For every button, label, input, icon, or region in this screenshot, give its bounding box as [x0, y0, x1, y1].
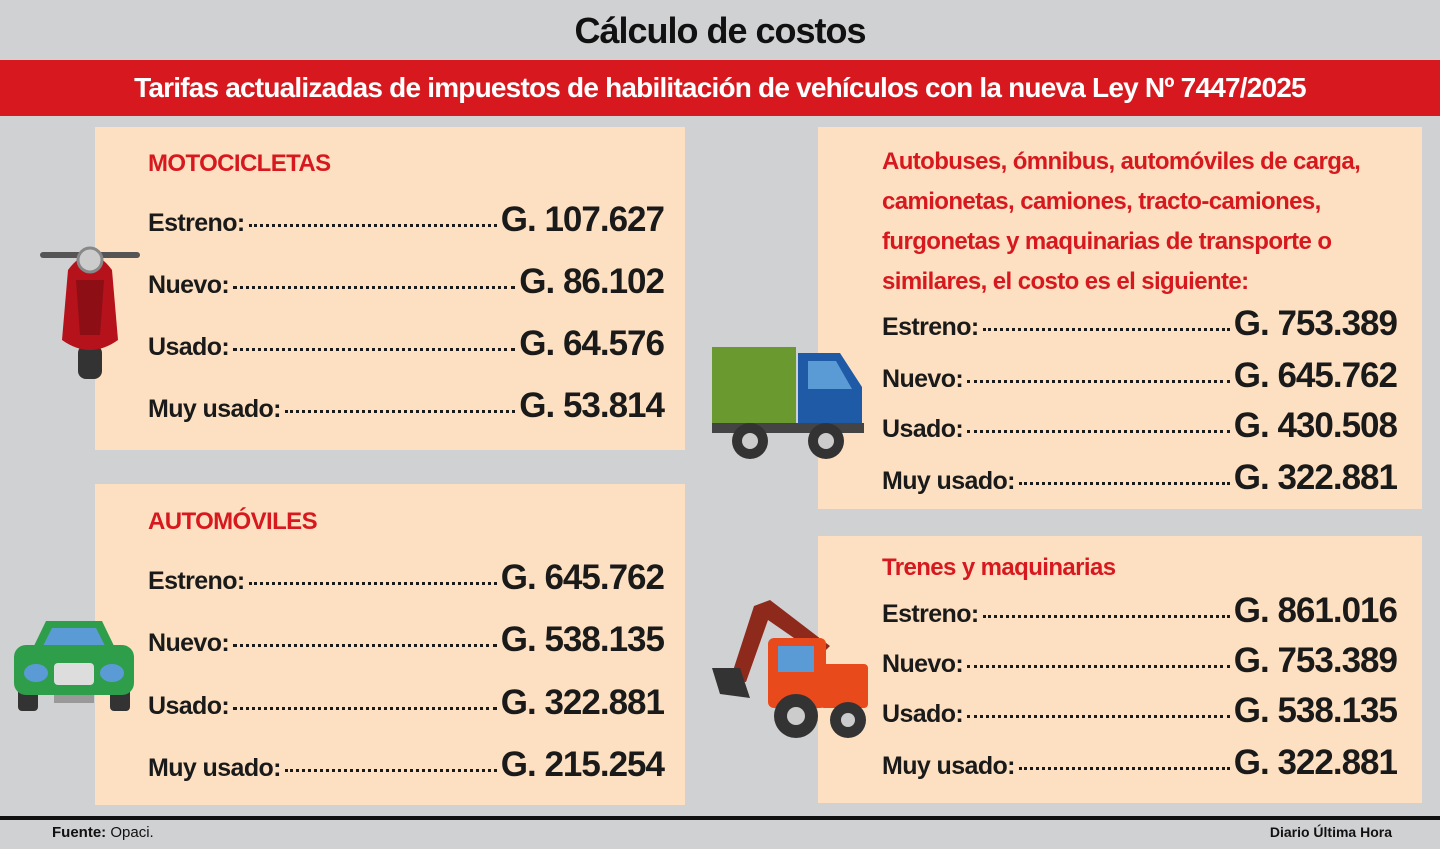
- price-row: Usado: G. 538.135: [882, 691, 1398, 735]
- leader-dots: [1018, 482, 1230, 485]
- row-label: Estreno:: [148, 209, 245, 237]
- source: Fuente: Opaci.: [52, 824, 154, 841]
- row-label: Nuevo:: [882, 365, 964, 393]
- row-value: G. 322.881: [1233, 743, 1398, 782]
- row-label: Estreno:: [882, 600, 979, 628]
- panel-camiones: [818, 127, 1422, 509]
- panel-heading: Autobuses, ómnibus, automóviles de carga…: [882, 148, 1361, 295]
- row-label: Estreno:: [882, 313, 979, 341]
- panel-heading: MOTOCICLETAS: [148, 150, 331, 177]
- row-label: Usado:: [882, 700, 964, 728]
- price-row: Usado: G. 64.576: [148, 324, 665, 368]
- row-label: Muy usado:: [148, 395, 282, 423]
- leader-dots: [248, 582, 497, 585]
- price-row: Usado: G. 430.508: [882, 406, 1398, 450]
- row-label: Muy usado:: [882, 467, 1016, 495]
- row-value: G. 322.881: [500, 683, 665, 722]
- leader-dots: [248, 224, 497, 227]
- subtitle: Tarifas actualizadas de impuestos de hab…: [134, 72, 1307, 103]
- row-label: Muy usado:: [148, 754, 282, 782]
- price-row: Muy usado: G. 53.814: [148, 386, 665, 430]
- footer-rule: [0, 816, 1440, 820]
- price-row: Estreno: G. 753.389: [882, 304, 1398, 348]
- price-row: Nuevo: G. 538.135: [148, 620, 665, 664]
- row-label: Usado:: [148, 333, 230, 361]
- row-value: G. 753.389: [1233, 641, 1398, 680]
- leader-dots: [233, 644, 497, 647]
- leader-dots: [967, 665, 1230, 668]
- title: Cálculo de costos: [574, 10, 866, 51]
- row-label: Nuevo:: [882, 650, 964, 678]
- credit: Diario Última Hora: [1269, 824, 1392, 840]
- price-row: Muy usado: G. 215.254: [148, 745, 665, 789]
- price-row: Usado: G. 322.881: [148, 683, 665, 727]
- row-label: Estreno:: [148, 567, 245, 595]
- row-value: G. 430.508: [1233, 406, 1398, 445]
- row-value: G. 64.576: [519, 324, 665, 363]
- leader-dots: [284, 769, 497, 772]
- source-text: Opaci.: [110, 824, 154, 841]
- row-label: Usado:: [882, 415, 964, 443]
- subtitle-band: [0, 60, 1440, 116]
- panel-heading: Trenes y maquinarias: [882, 554, 1116, 581]
- scooter-icon: [40, 246, 140, 379]
- price-row: Estreno: G. 107.627: [148, 200, 665, 244]
- price-row: Estreno: G. 861.016: [882, 591, 1398, 635]
- row-value: G. 86.102: [519, 262, 665, 301]
- row-label: Usado:: [148, 692, 230, 720]
- row-value: G. 645.762: [1233, 356, 1398, 395]
- row-value: G. 645.762: [500, 558, 665, 597]
- leader-dots: [967, 380, 1230, 383]
- leader-dots: [967, 430, 1230, 433]
- price-row: Nuevo: G. 753.389: [882, 641, 1398, 685]
- truck-icon: [712, 347, 864, 459]
- row-value: G. 107.627: [500, 200, 665, 239]
- price-row: Muy usado: G. 322.881: [882, 743, 1398, 787]
- row-label: Nuevo:: [148, 629, 230, 657]
- source-label: Fuente:: [52, 824, 107, 841]
- leader-dots: [233, 707, 497, 710]
- car-icon: [14, 621, 134, 711]
- price-row: Estreno: G. 645.762: [148, 558, 665, 602]
- row-value: G. 753.389: [1233, 304, 1398, 343]
- excavator-icon: [712, 600, 868, 738]
- leader-dots: [982, 615, 1230, 618]
- price-row: Nuevo: G. 645.762: [882, 356, 1398, 400]
- leader-dots: [233, 348, 516, 351]
- row-value: G. 538.135: [500, 620, 665, 659]
- leader-dots: [284, 410, 516, 413]
- price-row: Muy usado: G. 322.881: [882, 458, 1398, 502]
- row-value: G. 538.135: [1233, 691, 1398, 730]
- panel-trenes: [818, 536, 1422, 803]
- row-label: Nuevo:: [148, 271, 230, 299]
- leader-dots: [233, 286, 516, 289]
- row-label: Muy usado:: [882, 752, 1016, 780]
- price-row: Nuevo: G. 86.102: [148, 262, 665, 306]
- leader-dots: [967, 715, 1230, 718]
- leader-dots: [1018, 767, 1230, 770]
- row-value: G. 861.016: [1233, 591, 1398, 630]
- row-value: G. 53.814: [519, 386, 665, 425]
- leader-dots: [982, 328, 1230, 331]
- row-value: G. 215.254: [500, 745, 665, 784]
- panel-heading: AUTOMÓVILES: [148, 508, 318, 535]
- row-value: G. 322.881: [1233, 458, 1398, 497]
